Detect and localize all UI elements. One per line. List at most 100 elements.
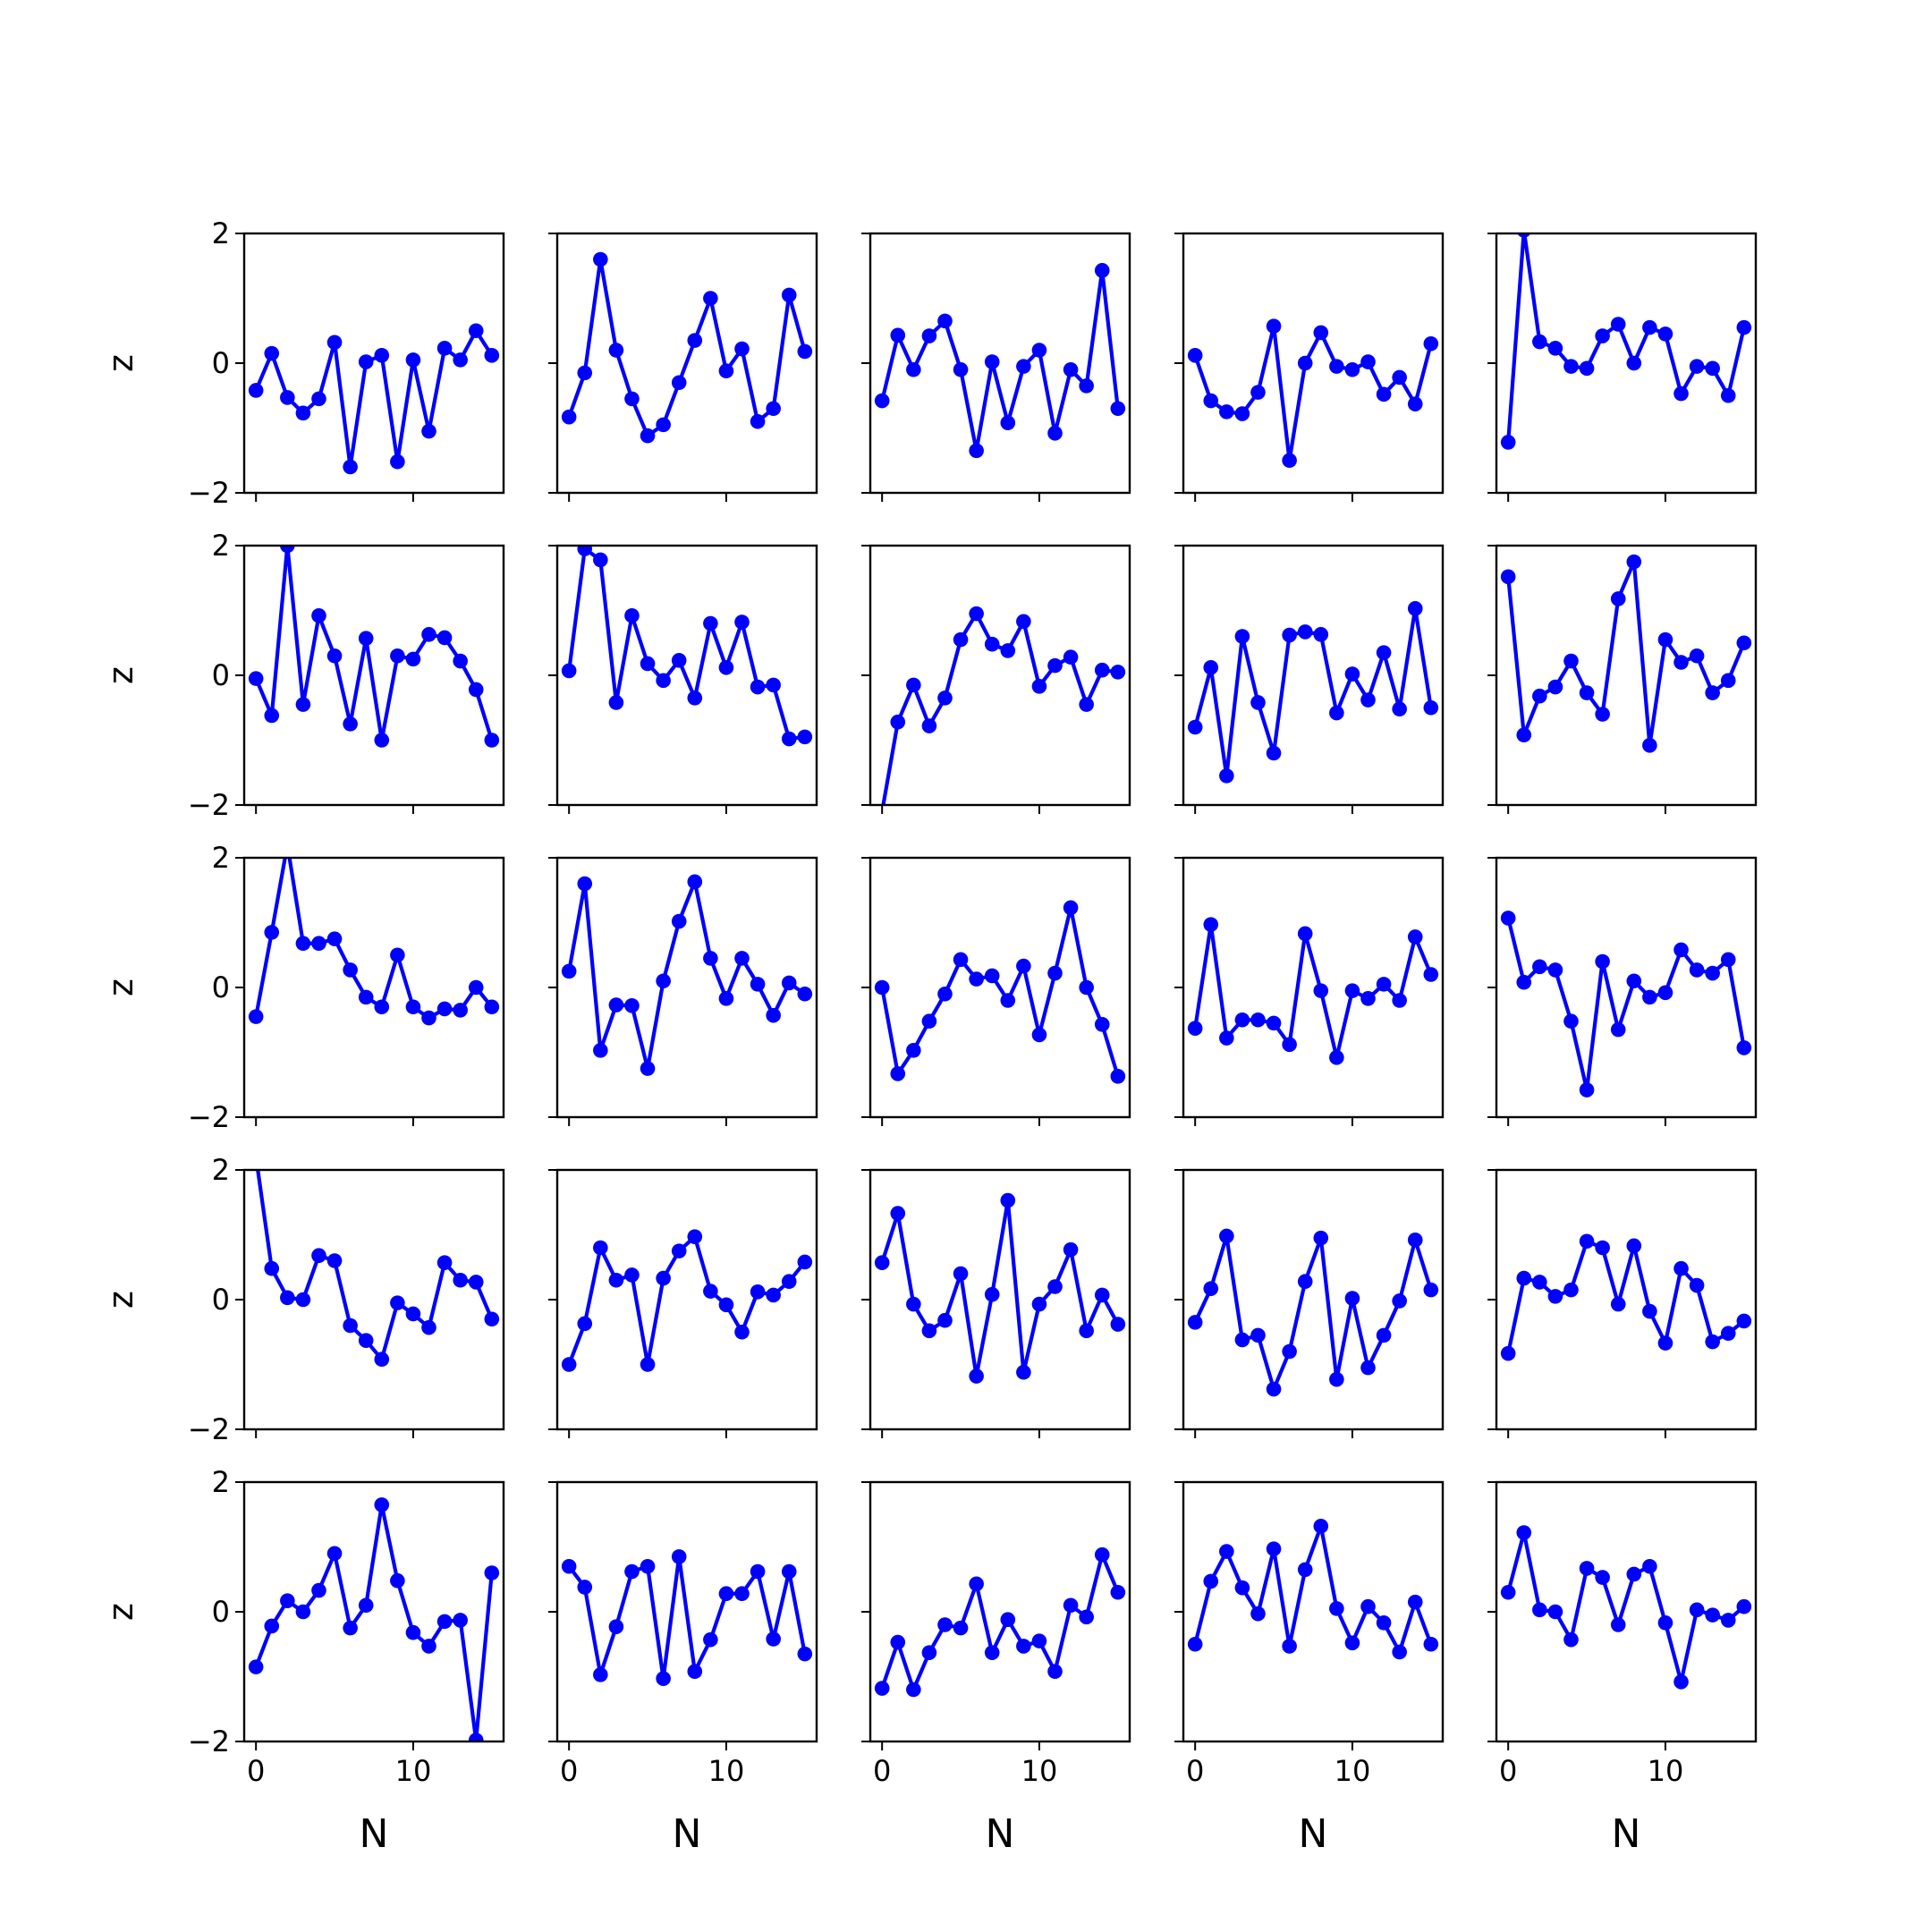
data-point (468, 323, 484, 339)
data-point (374, 1352, 390, 1367)
data-point (1736, 1598, 1752, 1614)
data-point (1423, 335, 1439, 352)
x-axis-label: N (986, 1811, 1015, 1857)
data-point (1063, 1241, 1079, 1258)
data-point (1282, 627, 1297, 643)
data-point (1595, 707, 1610, 722)
series-group (878, 606, 1126, 805)
data-point (390, 453, 405, 470)
y-tick-label: 0 (212, 1595, 230, 1629)
data-point (468, 979, 484, 996)
data-point (1344, 1635, 1360, 1651)
data-point (906, 361, 921, 377)
data-point (890, 327, 906, 343)
subplot-r3-c2 (548, 856, 818, 1126)
data-point (1579, 685, 1595, 700)
data-point (1094, 1287, 1110, 1303)
data-point (561, 963, 577, 979)
data-point (1376, 386, 1392, 402)
data-point (1610, 317, 1626, 332)
data-point (280, 1290, 295, 1306)
data-point (405, 999, 421, 1015)
data-point (969, 443, 984, 459)
data-point (1344, 666, 1360, 682)
subplot-r3-c3 (861, 856, 1131, 1126)
data-point (687, 1229, 703, 1244)
data-point (358, 989, 374, 1005)
data-point (1203, 1573, 1219, 1589)
series-group (248, 858, 500, 1026)
data-point (797, 1646, 813, 1662)
series-line (1193, 1233, 1433, 1392)
data-point (890, 1634, 906, 1650)
data-point (718, 1586, 734, 1601)
series-group (874, 1192, 1126, 1384)
data-point (468, 682, 484, 698)
data-point (593, 1667, 608, 1682)
data-point (1187, 348, 1203, 363)
data-point (1234, 406, 1250, 421)
data-point (1626, 355, 1642, 371)
data-point (921, 328, 937, 343)
data-point (937, 986, 953, 1002)
data-point (687, 333, 703, 348)
data-point (453, 1003, 468, 1018)
data-point (1266, 1541, 1282, 1556)
data-point (1376, 977, 1392, 992)
data-point (1329, 705, 1344, 721)
data-point (311, 936, 326, 951)
data-point (1595, 1570, 1610, 1585)
data-point (453, 352, 468, 368)
x-axis-label: N (673, 1811, 702, 1857)
data-point (1657, 631, 1674, 648)
data-point (1016, 614, 1031, 630)
data-point (1500, 911, 1516, 926)
subplot-r4-c1: −2 0 2 z (101, 1153, 505, 1446)
data-point (358, 631, 374, 646)
data-point (248, 1659, 264, 1674)
data-point (1313, 1230, 1329, 1246)
y-axis-label: z (101, 1291, 140, 1309)
data-point (295, 1604, 311, 1620)
data-point (797, 729, 813, 745)
data-point (484, 1565, 500, 1580)
y-axis-label: z (101, 1603, 140, 1621)
axes-frame (1495, 1480, 1758, 1743)
data-point (1516, 1270, 1532, 1286)
data-point (1626, 1238, 1642, 1254)
data-point (1187, 1636, 1203, 1652)
data-point (1047, 965, 1063, 981)
data-point (1234, 629, 1250, 644)
data-point (874, 1255, 890, 1270)
data-point (405, 1624, 421, 1640)
axes-frame (242, 232, 505, 495)
data-point (1407, 396, 1423, 411)
data-point (781, 287, 797, 303)
subplot-r4-c2 (548, 1168, 818, 1438)
data-point (1516, 974, 1532, 990)
data-point (1047, 657, 1063, 674)
data-point (1705, 360, 1720, 377)
data-point (766, 677, 781, 693)
data-point (374, 1497, 390, 1513)
data-point (937, 313, 953, 329)
data-point (1626, 1566, 1642, 1582)
data-point (1579, 360, 1595, 377)
data-point (1657, 326, 1674, 342)
subplot-r5-c3: 0 10N (861, 1480, 1131, 1857)
data-point (484, 733, 500, 748)
data-point (734, 614, 750, 630)
axes-frame (869, 1168, 1131, 1431)
axes-frame (869, 544, 1131, 807)
data-point (593, 1240, 608, 1256)
data-point (405, 352, 421, 368)
data-point (718, 363, 734, 379)
data-point (984, 354, 1000, 369)
data-point (874, 979, 890, 996)
data-point (1736, 1040, 1752, 1055)
series-group (1187, 1228, 1439, 1397)
data-point (750, 977, 766, 992)
data-point (969, 971, 984, 987)
data-point (1547, 1604, 1563, 1620)
data-point (671, 375, 687, 391)
